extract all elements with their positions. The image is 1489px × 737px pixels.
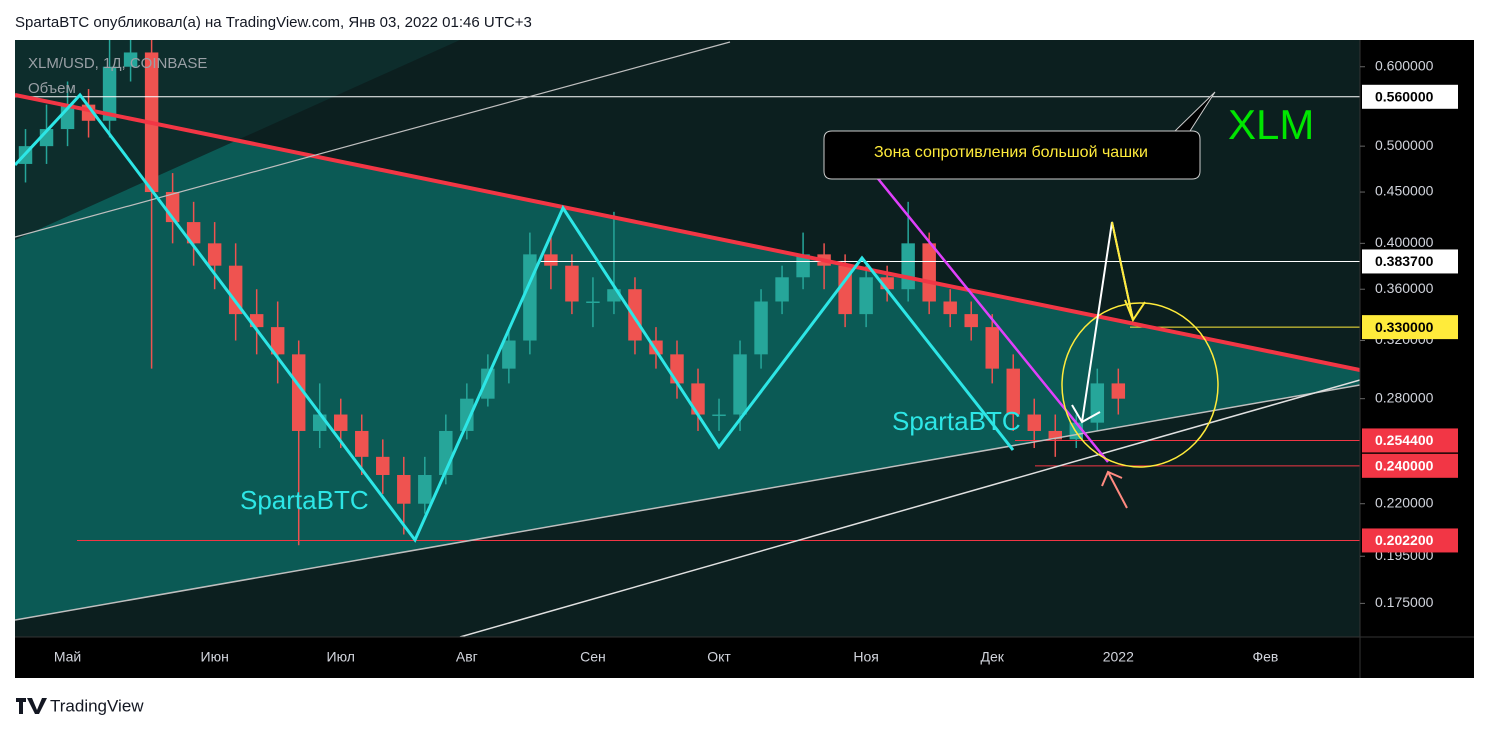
candle-body: [1090, 383, 1105, 423]
candle-body: [313, 414, 327, 431]
x-tick-label: Дек: [981, 649, 1005, 665]
candle-body: [586, 301, 600, 303]
axes: 0.600000 0.500000 0.450000 0.400000 0.360000…: [15, 40, 1474, 678]
callout: [823, 91, 1216, 180]
symbol: XLM/USD, 1Д, COINBASE: [28, 55, 207, 72]
zone-circle: [1061, 302, 1219, 468]
candle-body: [796, 254, 810, 278]
logo: [16, 698, 47, 714]
header: SpartaBTC опубликовал(а) на TradingView.…: [15, 14, 532, 31]
watermark: SpartaBTC: [892, 406, 1021, 436]
y-tick-label: 0.280000: [1375, 389, 1434, 405]
candle-body: [670, 354, 684, 384]
candle-body: [565, 265, 579, 302]
trend-line: [874, 174, 1109, 463]
candle-body: [712, 414, 726, 417]
candle-body: [544, 254, 558, 266]
y-tick-label: 0.360000: [1375, 280, 1434, 296]
zigzag: [15, 92, 1015, 543]
x-tick-label: 2022: [1103, 649, 1134, 665]
plot-area: [15, 40, 1360, 637]
arrow-head: [1101, 470, 1123, 487]
candle-body: [1006, 368, 1020, 415]
candle-body: [523, 254, 537, 341]
x-tick-label: Июл: [327, 649, 355, 665]
support-line: [15, 384, 1360, 621]
candle-body: [1027, 414, 1041, 431]
candle-body: [502, 340, 516, 369]
price-level-badge: [1362, 528, 1458, 553]
arrow-head: [1124, 299, 1146, 323]
candle-body: [418, 474, 432, 504]
candle-body: [186, 222, 201, 244]
candle-body: [228, 265, 243, 315]
resistance-line: [15, 93, 1360, 372]
footer: TradingView: [50, 696, 144, 715]
candle-body: [628, 289, 642, 341]
candle-body: [1111, 383, 1126, 399]
x-tick-label: Сен: [580, 649, 606, 665]
candle-body: [376, 456, 390, 475]
y-tick-label: 0.450000: [1375, 183, 1434, 199]
x-tick-label: Авг: [456, 649, 478, 665]
candle-body: [733, 354, 747, 415]
price-level-label: 0.560000: [1375, 88, 1434, 104]
price-level-label: 0.240000: [1375, 458, 1434, 474]
candle-body: [207, 243, 222, 266]
price-level-label: 0.383700: [1375, 253, 1434, 269]
candle-body: [985, 327, 999, 369]
candle-body: [691, 383, 705, 415]
candle-body: [754, 301, 768, 355]
x-tick-label: Ноя: [853, 649, 878, 665]
candle-body: [880, 277, 894, 290]
y-tick-label: 0.500000: [1375, 137, 1434, 153]
candle-body: [270, 327, 285, 355]
candle-body: [334, 414, 348, 431]
price-level-badge: [1362, 84, 1458, 109]
price-level-label: 0.254400: [1375, 432, 1434, 448]
price-level-badge: [1362, 453, 1458, 478]
candle-body: [859, 277, 873, 315]
triangle-zone: [15, 95, 1360, 620]
price-level-badge: [1362, 249, 1458, 274]
candle-body: [291, 354, 306, 431]
candle-body: [123, 52, 138, 67]
candle-body: [775, 277, 789, 302]
candle-body: [355, 430, 369, 457]
candle-body: [964, 314, 978, 328]
candle-body: [943, 301, 957, 315]
x-tick-label: Фев: [1252, 649, 1278, 665]
candle-body: [901, 243, 915, 290]
x-tick-label: Июн: [201, 649, 229, 665]
price-level-badge: [1362, 428, 1458, 453]
candle-body: [1048, 430, 1062, 440]
ticker-label: XLM: [1228, 101, 1314, 148]
channel-line: [15, 41, 731, 238]
y-tick-label: 0.175000: [1375, 594, 1434, 610]
y-tick-label: 0.220000: [1375, 494, 1434, 510]
price-level-label: 0.202200: [1375, 532, 1434, 548]
forecast-arrow: [1111, 221, 1134, 321]
candle-body: [481, 368, 495, 399]
arrow-head: [1071, 404, 1101, 424]
y-tick-label: 0.400000: [1375, 234, 1434, 250]
x-tick-label: Май: [54, 649, 81, 665]
callout-text: Зона сопротивления большой чашки: [874, 144, 1148, 161]
candle-body: [460, 398, 474, 431]
pointer-arrow: [1107, 471, 1128, 509]
watermark: SpartaBTC: [240, 485, 369, 515]
candle-body: [397, 474, 411, 504]
candle-body: [102, 66, 117, 121]
x-tick-label: Окт: [707, 649, 731, 665]
y-tick-label: 0.600000: [1375, 57, 1434, 73]
candle-body: [922, 243, 936, 302]
price-level-label: 0.330000: [1375, 319, 1434, 335]
volume-label: Объем: [28, 80, 76, 97]
price-level-badge: [1362, 315, 1458, 340]
